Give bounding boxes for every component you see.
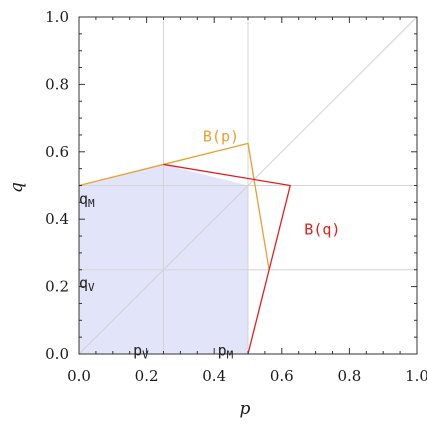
y-tick-label: 1.0 [45, 8, 69, 26]
x-tick-label: 0.0 [67, 367, 91, 385]
series-line [163, 163, 292, 355]
y-tick-label: 0.8 [45, 75, 69, 93]
y-tick-label: 0.0 [45, 345, 69, 363]
y-tick-label: 0.6 [45, 143, 69, 161]
y-tick-label: 0.2 [45, 278, 69, 296]
x-tick-label: 0.2 [135, 367, 159, 385]
y-tick-label: 0.4 [45, 210, 69, 228]
series-layer [78, 142, 292, 355]
annotation-label: pV [133, 342, 149, 362]
text-layer: 0.0 0.2 0.4 0.6 0.8 1.0 0.0 0.2 0.4 0.6 0.8 1.0 p q B(… [7, 8, 427, 419]
series-line [78, 142, 270, 270]
ticks-layer [78, 16, 418, 355]
y-axis-title: q [7, 182, 27, 193]
gridlines-layer [78, 16, 418, 355]
x-tick-label: 0.4 [202, 367, 226, 385]
x-tick-label: 0.8 [337, 367, 361, 385]
series-label: B(q) [304, 220, 340, 238]
x-axis-title: p [240, 399, 251, 419]
series-label: B(p) [203, 128, 239, 146]
x-tick-label: 0.6 [270, 367, 294, 385]
annotation-label: qM [79, 190, 95, 210]
x-tick-label: 1.0 [405, 367, 427, 385]
annotation-label: pM [218, 342, 234, 362]
annotation-label: qV [79, 274, 95, 294]
